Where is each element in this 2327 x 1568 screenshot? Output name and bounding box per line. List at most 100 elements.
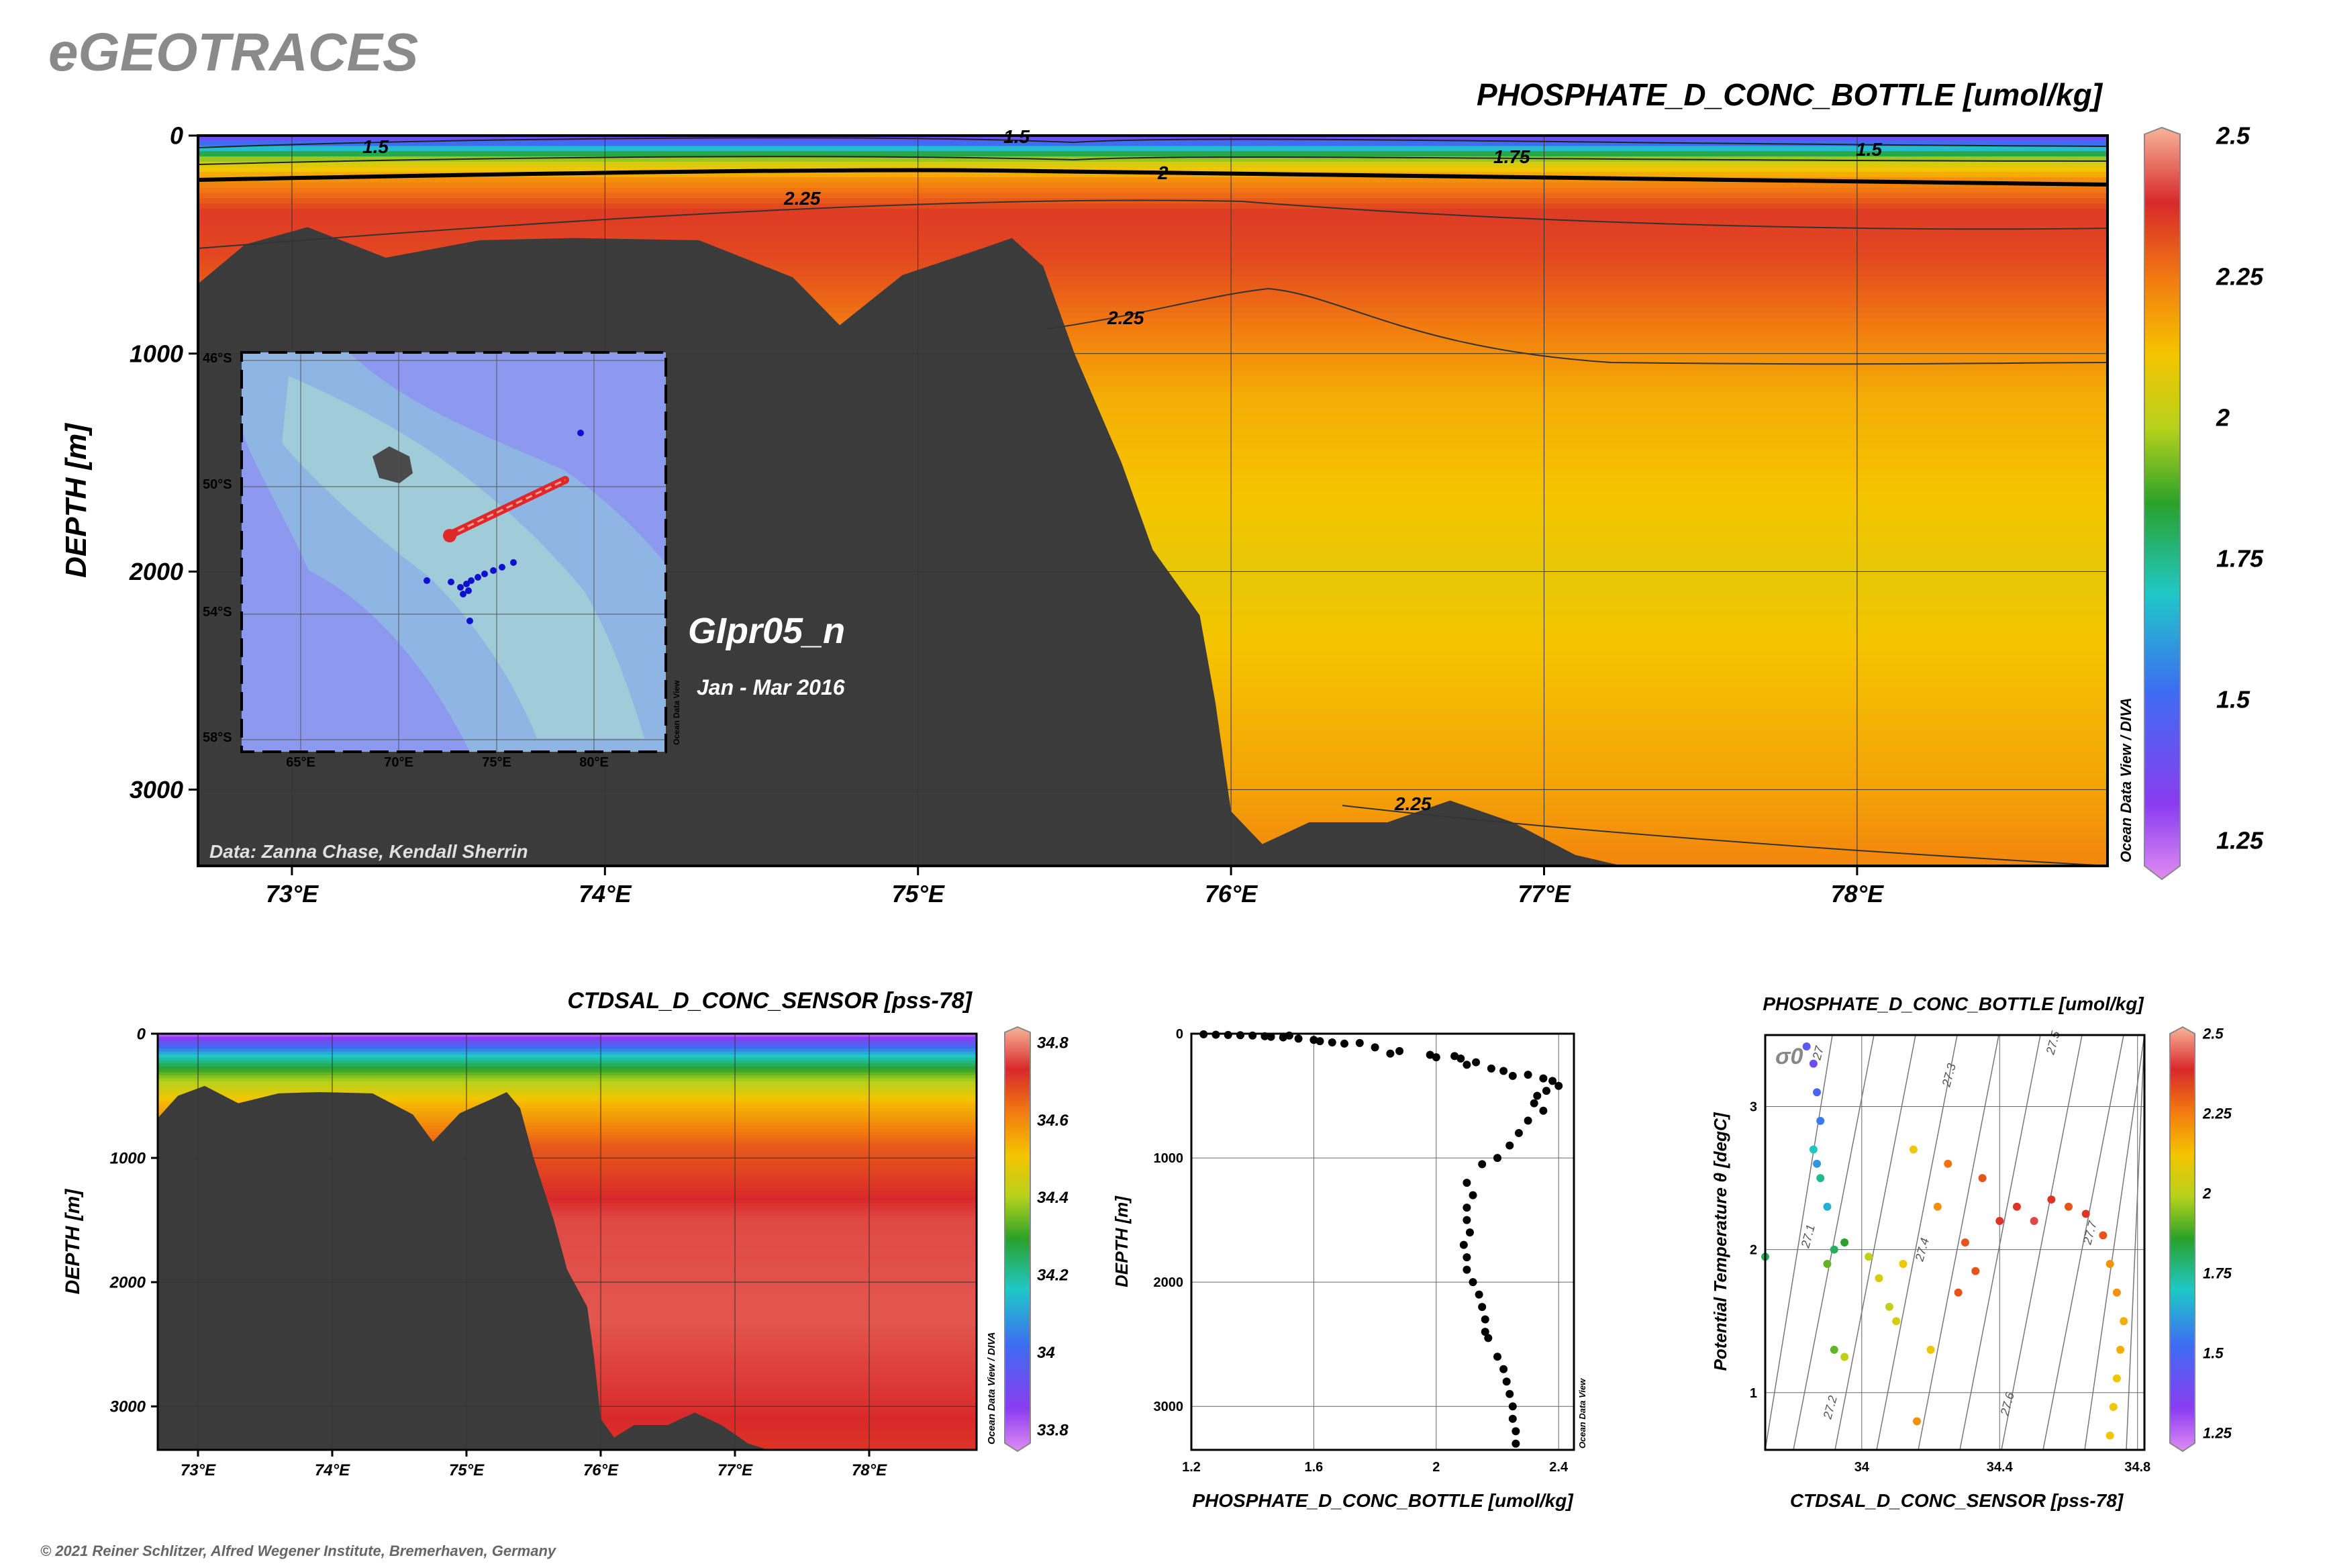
ts-point [1823,1259,1832,1268]
heatmap-band [198,271,2108,277]
heatmap-band [198,161,2108,168]
profile-point [1432,1053,1440,1062]
station-dot [577,430,584,436]
heatmap-band [158,1209,977,1213]
contour-label: 1.5 [1856,139,1882,160]
x-tick-label: 74°E [315,1461,350,1479]
heatmap-band [158,1247,977,1252]
profile-point [1463,1265,1471,1274]
heatmap-band [198,292,2108,298]
heatmap-band [158,1194,977,1198]
profile-point [1512,1439,1520,1448]
heatmap-band [198,516,2108,523]
y-tick-label: 3000 [130,776,183,803]
contour-1.5 [197,137,2108,148]
station-dot [448,579,454,585]
heatmap-band [198,313,2108,319]
colorbar-tick-label: 2.5 [2202,1026,2224,1042]
ts-point [1809,1059,1818,1068]
heatmap-band [198,287,2108,293]
heatmap-band [158,1138,977,1142]
heatmap-band [158,1048,977,1052]
contour-label: 2.25 [783,188,821,209]
y-tick-label: 3000 [110,1398,146,1416]
heatmap-band [198,219,2108,226]
station-dot [490,567,497,574]
heatmap-band [158,1221,977,1225]
station-dot [466,618,473,624]
heatmap-band [198,156,2108,162]
heatmap-band [198,213,2108,220]
heatmap-band [198,464,2108,471]
y-tick-label: 2000 [1154,1275,1184,1290]
colorbar-tick-label: 2.5 [2216,122,2250,150]
profile-ylabel: DEPTH [m] [1111,1195,1132,1287]
heatmap-band [158,1084,977,1088]
heatmap-band [198,422,2108,429]
y-tick-label: 2000 [109,1274,146,1292]
heatmap-band [158,1170,977,1175]
heatmap-band [198,349,2108,356]
heatmap-band [158,1153,977,1157]
heatmap-band [158,1159,977,1163]
profile-point [1465,1228,1474,1237]
profile-point [1499,1067,1508,1075]
map-lat-label: 50°S [203,477,232,492]
station-dot [481,571,488,577]
heatmap-band [198,454,2108,460]
colorbar-tick-label: 34.2 [1037,1267,1069,1285]
colorbar-tick-label: 1.75 [2203,1265,2232,1282]
heatmap-band [198,396,2108,403]
main-frame [197,134,2109,867]
colorbar-tick-label: 2.25 [2216,263,2264,291]
heatmap-band [198,432,2108,439]
profile-point [1508,1414,1517,1423]
heatmap-band [198,479,2108,486]
ts-point [1840,1238,1849,1246]
isopycnal-line [1918,1034,1999,1451]
salinity-colorbar: 34.8 34.6 34.4 34.2 34 33.8 [1004,1026,1069,1453]
heatmap-band [158,1251,977,1255]
profile-point [1542,1087,1550,1095]
profile-xlabel: PHOSPHATE_D_CONC_BOTTLE [umol/kg] [1192,1490,1574,1511]
ts-sigma-label: σ0 [1775,1044,1803,1069]
heatmap-band [158,1230,977,1234]
heatmap-band [198,172,2108,179]
heatmap-band [158,1042,977,1046]
profile-point [1493,1353,1501,1361]
ts-point [2120,1317,2128,1326]
ts-point [2065,1202,2073,1211]
contour-2.25-upper [197,199,2108,249]
heatmap-band [158,1164,977,1169]
heatmap-band [198,266,2108,273]
ts-point [1875,1274,1883,1283]
main-axes: 73°E 74°E 75°E 76°E 77°E 78°E 0 1000 2000 3000 [129,122,1884,908]
cruise-label: GIpr05_n [688,611,845,651]
heatmap-band [158,1206,977,1210]
heatmap-band [198,495,2108,501]
ts-frame [1764,1034,2146,1451]
heatmap-band [158,1161,977,1165]
heatmap-band [198,532,2108,538]
heatmap-band [198,386,2108,392]
station-dot [475,574,481,581]
contour-1.75 [197,156,2108,165]
profile-point [1512,1427,1520,1436]
colorbar-tick-label: 1.5 [2203,1345,2224,1362]
heatmap-band [158,1075,977,1079]
heatmap-band [158,1155,977,1159]
heatmap-band [158,1072,977,1076]
station-dot [499,564,505,571]
heatmap-band [158,1242,977,1246]
profile-point [1328,1038,1336,1046]
main-colorbar: 2.5 2.25 2 1.75 1.5 1.25 [2144,122,2264,881]
period-label: Jan - Mar 2016 [697,675,845,699]
profile-point [1316,1037,1324,1046]
profile-point [1548,1077,1557,1085]
ts-point [2112,1288,2121,1297]
ts-point [2099,1231,2108,1240]
colorbar-tick-label: 2 [2202,1185,2212,1202]
ts-point [1809,1145,1818,1154]
heatmap-band [158,1253,977,1258]
